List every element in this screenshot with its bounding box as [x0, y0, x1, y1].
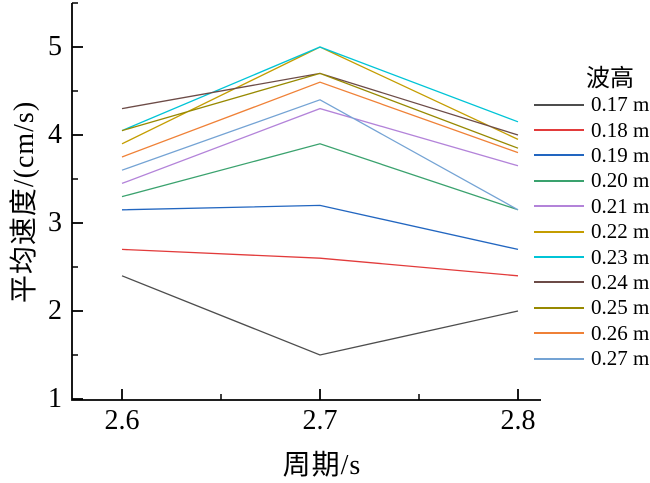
axis-lines [71, 3, 541, 401]
legend-label: 0.27 m [591, 346, 650, 371]
legend-label: 0.25 m [591, 295, 650, 320]
legend-line-swatch [534, 154, 584, 157]
legend-line-swatch [534, 281, 584, 284]
y-tick-label-4: 4 [48, 119, 62, 150]
legend-label: 0.23 m [591, 244, 650, 269]
legend-item-0.17m: 0.17 m [534, 92, 649, 117]
legend-line-swatch [534, 357, 584, 360]
legend-item-0.19m: 0.19 m [534, 143, 649, 168]
legend-item-0.27m: 0.27 m [534, 346, 649, 371]
legend-line-swatch [534, 332, 584, 335]
series-line-0.19m [121, 204, 519, 251]
legend-label: 0.19 m [591, 142, 650, 167]
legend-item-0.18m: 0.18 m [534, 117, 649, 142]
y-tick-label-3: 3 [48, 207, 62, 238]
x-axis-label: 周期/s [282, 450, 362, 481]
legend-line-swatch [534, 306, 584, 309]
series-line-0.25m [121, 72, 519, 149]
legend-line-swatch [534, 129, 584, 132]
legend-line-swatch [534, 179, 584, 182]
legend-label: 0.24 m [591, 269, 650, 294]
legend-title: 波高 [586, 66, 634, 92]
legend-item-0.21m: 0.21 m [534, 194, 649, 219]
series-line-0.22m [121, 46, 519, 145]
x-tick-label-2.7: 2.7 [302, 405, 338, 436]
series-line-0.17m [121, 275, 519, 356]
series-line-0.18m [121, 248, 519, 277]
legend-item-0.26m: 0.26 m [534, 321, 649, 346]
legend-item-0.23m: 0.23 m [534, 244, 649, 269]
legend-item-0.20m: 0.20 m [534, 168, 649, 193]
legend-item-0.22m: 0.22 m [534, 219, 649, 244]
legend: 0.17 m 0.18 m 0.19 m 0.20 m 0.21 m 0.22 m 0.23… [534, 92, 649, 371]
legend-label: 0.20 m [591, 168, 650, 193]
x-tick-label-2.8: 2.8 [500, 405, 536, 436]
series-line-0.27m [121, 99, 519, 211]
legend-line-swatch [534, 230, 584, 233]
legend-label: 0.17 m [591, 92, 650, 117]
series-line-0.20m [121, 143, 519, 211]
x-tick-label-2.6: 2.6 [104, 405, 140, 436]
legend-item-0.24m: 0.24 m [534, 270, 649, 295]
legend-item-0.25m: 0.25 m [534, 295, 649, 320]
legend-line-swatch [534, 103, 584, 106]
legend-line-swatch [534, 256, 584, 259]
series-line-0.26m [121, 81, 519, 158]
series-line-0.23m [121, 46, 519, 132]
y-tick-label-1: 1 [48, 383, 62, 414]
y-tick-label-2: 2 [48, 295, 62, 326]
legend-label: 0.22 m [591, 219, 650, 244]
series-line-0.21m [121, 107, 519, 185]
y-tick-label-5: 5 [48, 31, 62, 62]
legend-label: 0.18 m [591, 117, 650, 142]
legend-label: 0.26 m [591, 320, 650, 345]
legend-label: 0.21 m [591, 193, 650, 218]
legend-line-swatch [534, 205, 584, 208]
